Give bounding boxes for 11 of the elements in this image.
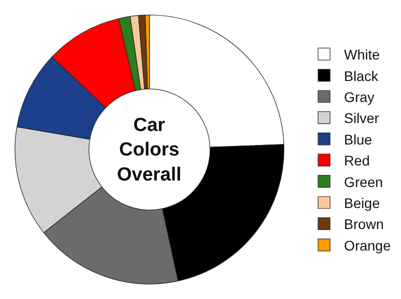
legend-label: Gray [344, 88, 374, 105]
legend-label: White [344, 46, 380, 63]
legend-label: Red [344, 152, 370, 169]
legend-label: Blue [344, 131, 372, 148]
legend-label: Orange [344, 237, 391, 254]
legend-label: Beige [344, 194, 380, 211]
text: Car Colors Overall [117, 115, 182, 186]
legend-label: Black [344, 68, 380, 84]
legend-label: Silver [344, 110, 380, 126]
legend-label: Green [344, 174, 383, 190]
legend-label: Brown [344, 216, 384, 232]
